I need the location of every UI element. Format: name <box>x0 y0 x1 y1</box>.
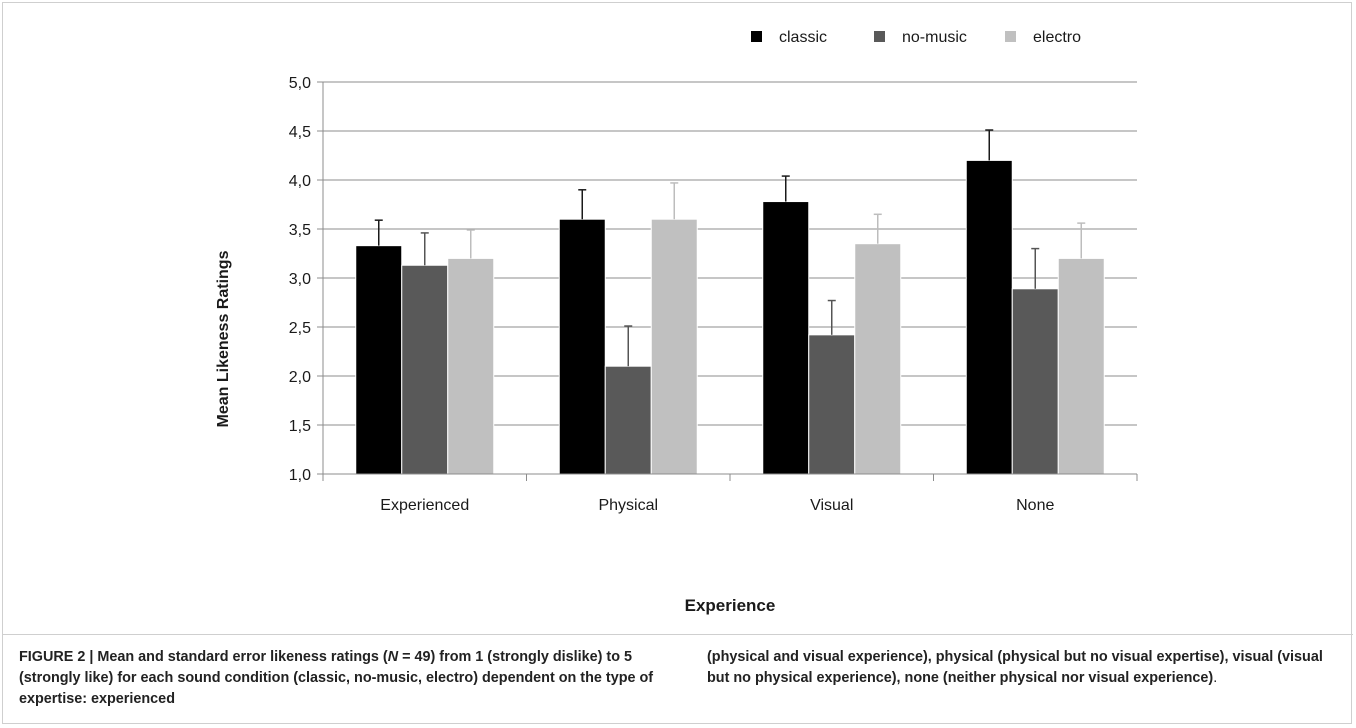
caption-left-post: = 49) from 1 (strongly dislike) to 5 (st… <box>19 649 654 707</box>
legend-swatch-classic <box>751 31 762 42</box>
bar-classic <box>355 245 403 475</box>
y-tick-label: 1,5 <box>289 418 311 435</box>
caption-right-text: (physical and visual experience), physic… <box>707 649 1323 686</box>
y-tick-label: 2,0 <box>289 369 311 386</box>
bar-classic <box>965 159 1013 475</box>
legend-swatch-electro <box>1005 31 1016 42</box>
bar-classic <box>558 218 606 475</box>
bar-classic <box>762 201 810 475</box>
x-tick-label: Visual <box>810 497 853 514</box>
y-tick-label: 5,0 <box>289 75 311 92</box>
x-axis-title: Experience <box>685 596 776 615</box>
legend-label-classic: classic <box>779 29 827 46</box>
y-tick-label: 4,5 <box>289 124 311 141</box>
y-tick-label: 3,0 <box>289 271 311 288</box>
bar-no-music <box>1011 288 1059 475</box>
y-tick-labels: 1,0 1,5 2,0 2,5 3,0 3,5 4,0 4,5 5,0 <box>289 75 311 484</box>
y-tick-label: 2,5 <box>289 320 311 337</box>
bar-electro <box>447 257 495 475</box>
error-bars <box>374 129 1086 367</box>
legend-label-no-music: no-music <box>902 29 967 46</box>
bar-electro <box>854 243 902 475</box>
caption-left-pre: FIGURE 2 | Mean and standard error liken… <box>19 649 388 665</box>
bar-no-music <box>808 334 856 475</box>
bar-no-music <box>401 264 449 475</box>
bars <box>355 159 1105 475</box>
caption-n-symbol: N <box>387 649 399 665</box>
x-tick-label: None <box>1016 497 1054 514</box>
y-tick-label: 4,0 <box>289 173 311 190</box>
legend-swatch-no-music <box>874 31 885 42</box>
legend-label-electro: electro <box>1033 29 1081 46</box>
figure-caption-left: FIGURE 2 | Mean and standard error liken… <box>19 647 659 710</box>
x-tick-label: Experienced <box>380 497 469 514</box>
y-tick-label: 1,0 <box>289 467 311 484</box>
y-axis-title: Mean Likeness Ratings <box>215 250 232 427</box>
legend: classic no-music electro <box>751 29 1081 46</box>
chart-area: 1,0 1,5 2,0 2,5 3,0 3,5 4,0 4,5 5,0 Experienced P… <box>3 3 1353 635</box>
caption-right-end: . <box>1213 670 1218 686</box>
bar-chart: 1,0 1,5 2,0 2,5 3,0 3,5 4,0 4,5 5,0 Experienced P… <box>215 29 1138 615</box>
bar-no-music <box>604 365 652 475</box>
bar-electro <box>650 218 698 475</box>
x-tick-labels: Experienced Physical Visual None <box>380 497 1054 514</box>
y-tick-label: 3,5 <box>289 222 311 239</box>
bar-electro <box>1057 257 1105 475</box>
x-tick-label: Physical <box>598 497 658 514</box>
figure-caption-right: (physical and visual experience), physic… <box>707 647 1339 689</box>
axes <box>317 81 1138 481</box>
